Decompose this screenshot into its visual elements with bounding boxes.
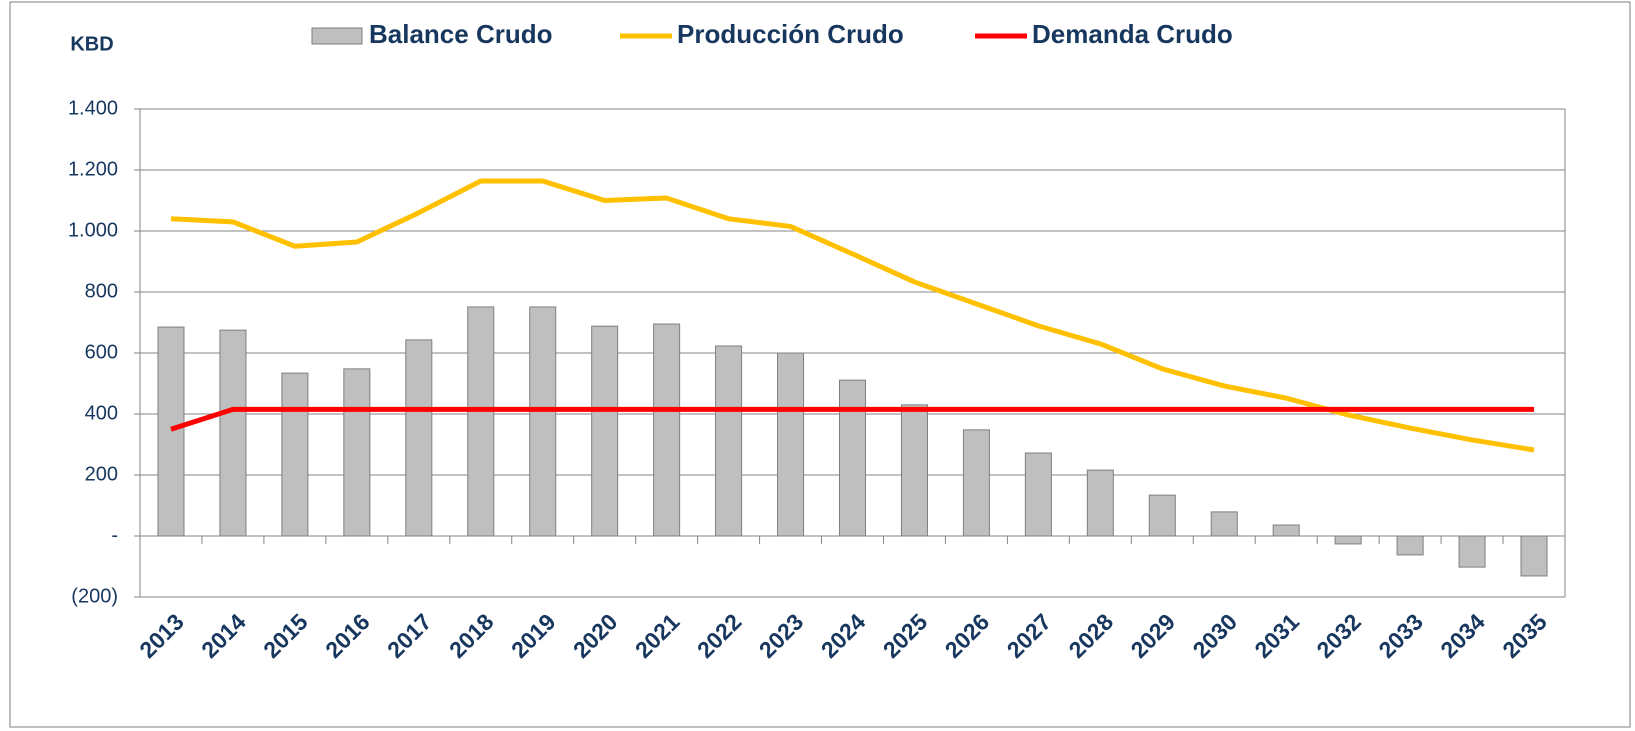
y-tick-label: 200 [85,463,118,485]
bar [1148,494,1176,537]
y-tick-label: 400 [85,402,118,424]
y-tick-label: - [111,524,118,546]
bar [281,372,309,537]
bar [467,306,495,537]
y-tick-label: (200) [71,585,118,607]
legend-label: Demanda Crudo [1032,19,1233,49]
bar [962,429,990,537]
bar [591,325,619,537]
legend-label: Balance Crudo [369,19,553,49]
bar [715,345,743,537]
line [170,406,1535,432]
bar [157,326,185,537]
bar [1086,469,1114,537]
y-tick-label: 800 [85,280,118,302]
bar [1210,511,1238,537]
legend-swatch [311,27,363,45]
bar [1520,535,1548,577]
legend-label: Producción Crudo [677,19,904,49]
bar [1024,452,1052,537]
y-tick-label: 600 [85,341,118,363]
bar [1458,535,1486,568]
line [170,178,1535,453]
bar [1396,535,1424,556]
y-tick-label: 1.000 [68,219,118,241]
bar [343,368,371,537]
bar [1272,524,1300,537]
bar [653,323,681,537]
y-axis-label: KBD [70,33,113,55]
bar [219,329,247,537]
y-tick-label: 1.400 [68,97,118,119]
bar [777,352,805,537]
bar [1334,535,1362,545]
bar [900,404,928,537]
chart-frame [9,1,1631,728]
bar [529,306,557,537]
bar [838,379,867,537]
y-tick-label: 1.200 [68,158,118,180]
bar [405,339,433,537]
